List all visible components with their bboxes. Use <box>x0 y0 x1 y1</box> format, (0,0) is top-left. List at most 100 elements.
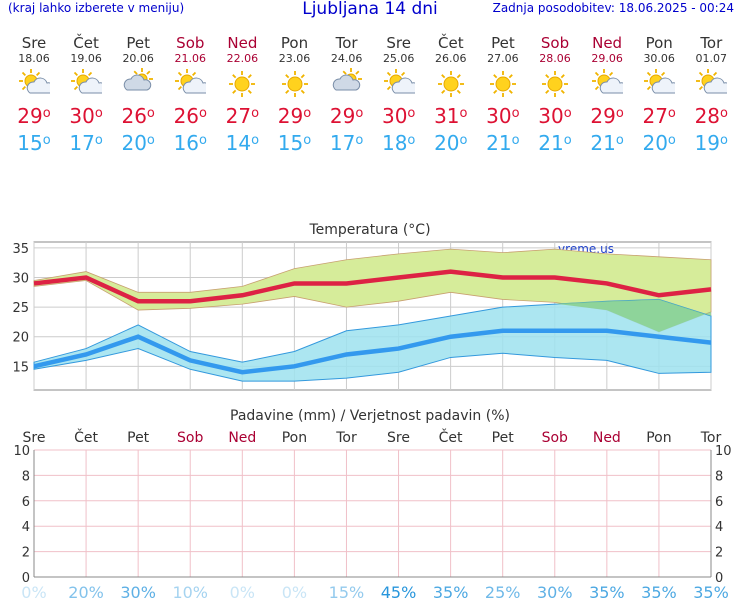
max-temp: 30o <box>538 104 572 128</box>
day-name: Čet <box>73 34 99 52</box>
max-temp: 28o <box>694 104 728 128</box>
day-name: Sre <box>21 34 47 52</box>
min-temp: 20o <box>642 131 676 155</box>
sun-cloud-icon <box>581 66 633 102</box>
y-tick-label-right: 2 <box>715 546 723 561</box>
min-temp: 20o <box>434 131 468 155</box>
precip-probability-label: 45% <box>381 583 417 600</box>
x-tick-label: Čet <box>74 428 98 446</box>
x-tick-label: Pon <box>282 430 307 446</box>
day-column: Čet 19.06 30o 17o <box>60 22 112 156</box>
day-column: Sre 18.06 29o 15o <box>8 22 60 156</box>
day-column: Pet 27.06 30o 21o <box>477 22 529 156</box>
chart-title: Padavine (mm) / Verjetnost padavin (%) <box>230 408 510 424</box>
day-name: Ned <box>227 34 258 52</box>
day-date: 28.06 <box>539 52 571 65</box>
y-tick-label: 20 <box>12 331 29 346</box>
max-temp: 30o <box>486 104 520 128</box>
sun-cloud-icon <box>60 66 112 102</box>
min-temp: 21o <box>590 131 624 155</box>
min-temp: 21o <box>486 131 520 155</box>
location-menu-link[interactable]: (kraj lahko izberete v meniju) <box>8 1 185 15</box>
precipitation-plot-area <box>34 450 711 577</box>
precip-probability-label: 35% <box>589 583 625 600</box>
day-date: 23.06 <box>278 52 311 65</box>
day-column: Sob 28.06 30o 21o <box>529 22 581 156</box>
sun-icon <box>269 66 321 102</box>
sun-cloud-icon <box>8 66 60 102</box>
x-tick-label: Ned <box>228 430 256 446</box>
min-temp: 15o <box>277 131 312 155</box>
min-temp: 14o <box>225 131 260 155</box>
day-name: Čet <box>438 34 464 52</box>
min-temp-range-band <box>33 298 712 382</box>
day-column: Pon 23.06 29o 15o <box>269 22 321 156</box>
y-tick-label-right: 0 <box>715 571 723 586</box>
day-date: 27.06 <box>487 52 519 65</box>
min-temp-line <box>33 328 712 375</box>
x-tick-label: Sre <box>23 430 46 446</box>
precip-probability-label: 0% <box>230 583 255 600</box>
cloud-sun-icon <box>112 66 164 102</box>
sun-cloud-icon <box>685 66 737 102</box>
last-update-text: Zadnja posodobitev: 18.06.2025 - 00:24 <box>492 1 734 15</box>
max-temp: 26o <box>121 104 155 128</box>
day-name: Sob <box>540 34 570 52</box>
min-temp: 15o <box>17 131 51 155</box>
sun-cloud-icon <box>373 66 425 102</box>
x-tick-label: Tor <box>700 430 722 446</box>
max-temp: 30o <box>381 104 416 128</box>
max-temp: 26o <box>173 104 207 128</box>
precip-probability-label: 0% <box>21 583 46 600</box>
day-column: Ned 29.06 29o 21o <box>581 22 633 156</box>
day-column: Sob 21.06 26o 16o <box>164 22 216 156</box>
precip-probability-label: 30% <box>537 583 573 600</box>
max-temp: 29o <box>329 104 364 128</box>
day-date: 24.06 <box>330 52 363 65</box>
precip-probability-label: 35% <box>433 583 469 600</box>
day-name: Tor <box>700 34 723 52</box>
y-tick-label-left: 10 <box>13 444 30 459</box>
day-date: 21.06 <box>174 52 207 65</box>
day-column: Sre 25.06 30o 18o <box>373 22 425 156</box>
x-tick-label: Sre <box>387 430 410 446</box>
precip-probability-label: 35% <box>641 583 677 600</box>
day-column: Tor 01.07 28o 19o <box>685 22 737 156</box>
day-name: Pet <box>126 34 150 52</box>
y-tick-label: 35 <box>12 242 29 257</box>
sun-icon <box>529 66 581 102</box>
min-temp: 17o <box>329 131 364 155</box>
precip-probability-label: 30% <box>120 583 156 600</box>
day-name: Tor <box>335 34 358 52</box>
sun-icon <box>425 66 477 102</box>
day-name: Ned <box>592 34 623 52</box>
x-tick-label: Tor <box>335 430 357 446</box>
min-temp: 16o <box>173 131 207 155</box>
y-tick-label-right: 4 <box>715 520 723 535</box>
day-column: Tor 24.06 29o 17o <box>321 22 373 156</box>
max-temp-line <box>33 269 712 304</box>
max-temp: 29o <box>17 104 51 128</box>
x-tick-label: Čet <box>439 428 463 446</box>
day-date: 29.06 <box>591 52 623 65</box>
day-name: Sre <box>386 34 411 52</box>
chart-title: Temperatura (°C) <box>308 222 430 238</box>
x-tick-label: Pet <box>492 430 515 446</box>
x-tick-label: Pet <box>127 430 150 446</box>
day-column: Čet 26.06 31o 20o <box>425 22 477 156</box>
day-column: Pon 30.06 27o 20o <box>633 22 685 156</box>
day-column: Pet 20.06 26o 20o <box>112 22 164 156</box>
x-tick-label: Pon <box>646 430 671 446</box>
day-date: 26.06 <box>435 52 467 65</box>
page-title: Ljubljana 14 dni <box>302 0 438 19</box>
y-tick-label-right: 8 <box>715 469 723 484</box>
x-tick-label: Ned <box>593 430 621 446</box>
day-name: Pon <box>280 34 309 52</box>
min-temp: 17o <box>69 131 103 155</box>
max-temp: 29o <box>590 104 624 128</box>
min-temp: 20o <box>121 131 155 155</box>
cloud-sun-icon <box>321 66 373 102</box>
y-tick-label: 15 <box>12 360 29 375</box>
range-overlap-area <box>554 299 711 332</box>
